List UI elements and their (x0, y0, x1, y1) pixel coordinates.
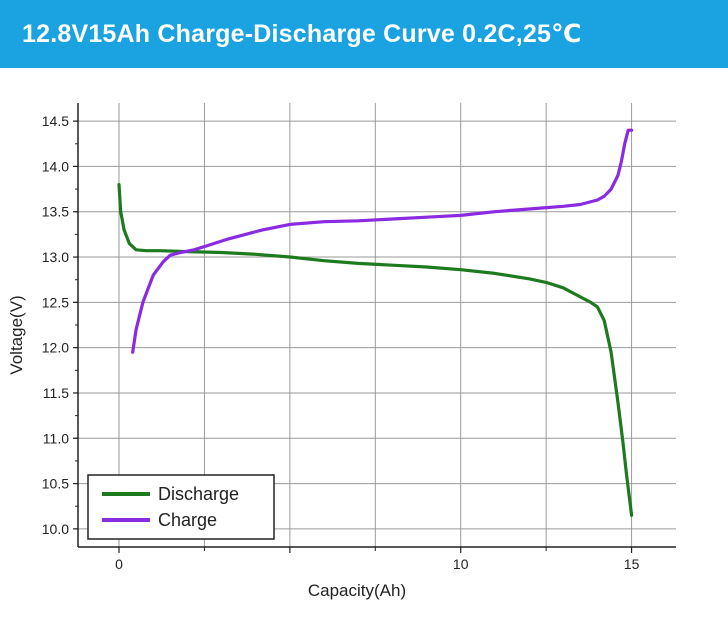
y-tick-label: 13.0 (42, 249, 69, 265)
y-tick-label: 11.0 (43, 430, 69, 446)
series-line-charge (131, 128, 634, 354)
x-tick-label: 10 (453, 556, 469, 572)
legend-box (87, 474, 275, 540)
y-tick-label: 12.5 (42, 294, 69, 310)
axes: 10.0 10.5 11.0 11.5 12.0 12.5 13.0 13.5 14.0 14.5… (7, 103, 676, 600)
chart-title: 12.8V15Ah Charge-Discharge Curve 0.2C,25… (22, 20, 582, 48)
legend-label-charge: Charge (158, 510, 217, 530)
x-axis-title: Capacity(Ah) (308, 581, 406, 600)
legend-label-discharge: Discharge (158, 484, 239, 504)
grid (78, 103, 676, 547)
y-tick-label: 14.5 (42, 113, 69, 129)
x-tick-label: 0 (115, 556, 123, 572)
y-tick-label: 14.0 (42, 158, 69, 174)
y-tick-label: 10.5 (42, 476, 69, 492)
x-tick-label: 15 (624, 556, 640, 572)
y-tick-label: 12.0 (42, 340, 69, 356)
y-tick-label: 11.5 (43, 385, 69, 401)
y-tick-label: 10.0 (42, 521, 69, 537)
series-line-discharge (117, 182, 634, 517)
title-banner: 12.8V15Ah Charge-Discharge Curve 0.2C,25… (0, 0, 728, 68)
y-tick-label: 13.5 (42, 204, 69, 220)
series-lines (117, 128, 634, 517)
legend: Discharge Charge (87, 474, 275, 540)
y-axis-title: Voltage(V) (7, 295, 26, 374)
charge-discharge-chart: 10.0 10.5 11.0 11.5 12.0 12.5 13.0 13.5 14.0 14.5… (7, 103, 676, 600)
